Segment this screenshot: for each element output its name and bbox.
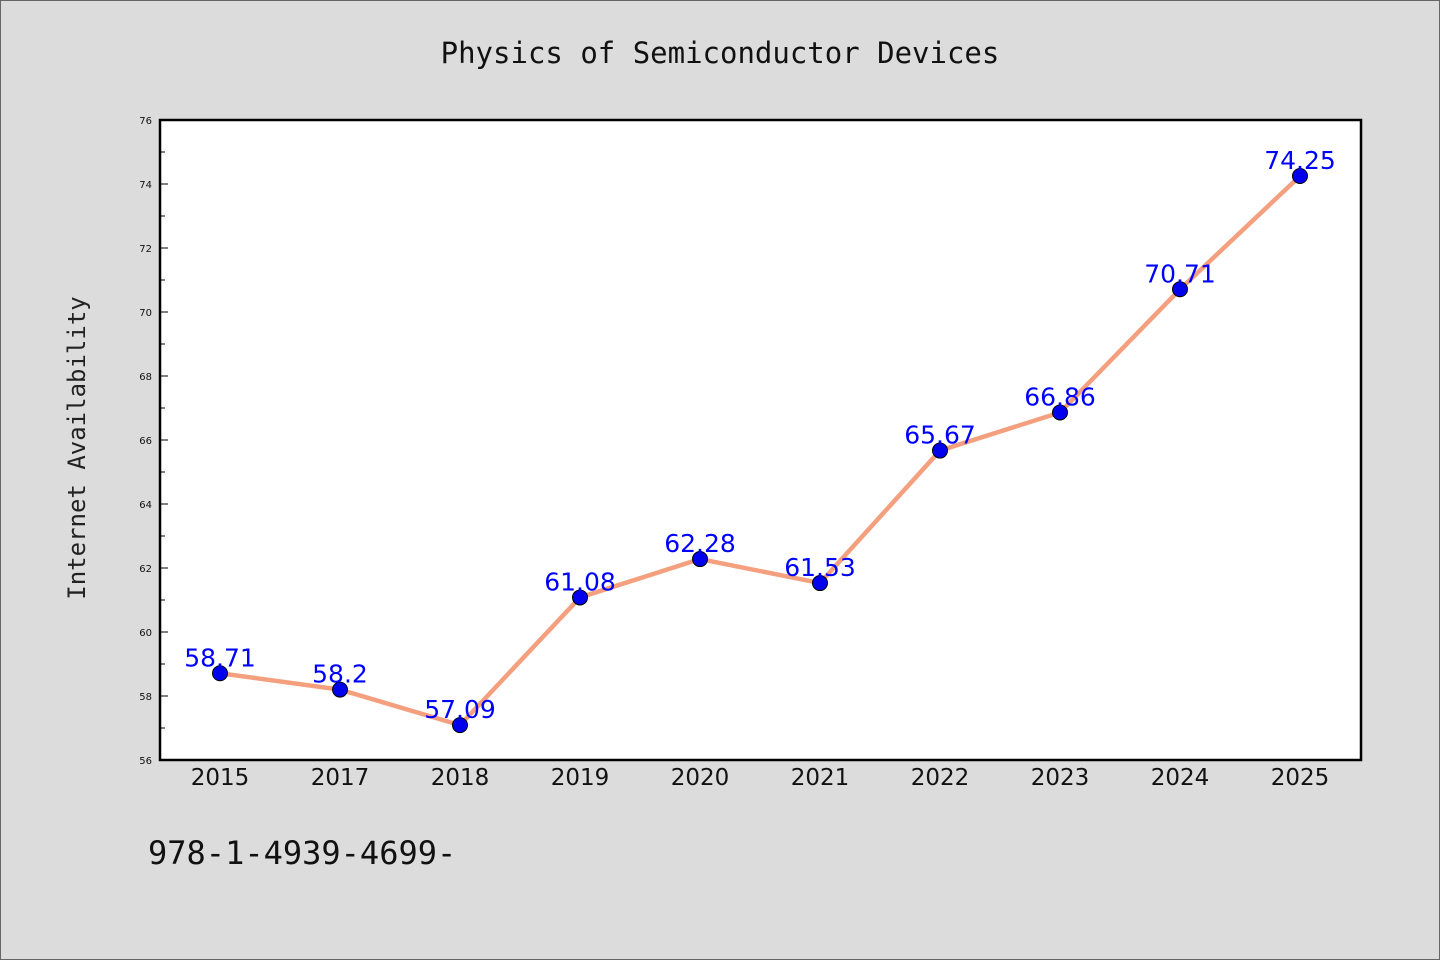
y-tick-label: 72 — [139, 244, 152, 255]
x-tick-label: 2022 — [911, 765, 970, 791]
y-tick-label: 66 — [139, 436, 152, 447]
data-point — [332, 681, 348, 698]
x-axis: 2015 2017 2018 2019 2020 2021 2022 2023 2024 2025 — [191, 765, 1330, 791]
data-label: 66.86 — [1024, 382, 1096, 411]
x-tick-label: 2020 — [671, 765, 730, 791]
y-tick-label: 70 — [139, 308, 152, 319]
x-tick-label: 2024 — [1151, 765, 1210, 791]
data-label: 70.71 — [1144, 259, 1216, 288]
data-point — [212, 665, 228, 682]
chart-title: Physics of Semiconductor Devices — [441, 36, 1000, 70]
data-label: 62.28 — [664, 529, 736, 558]
data-label: 61.53 — [784, 553, 856, 582]
x-tick-label: 2015 — [191, 765, 250, 791]
data-label: 58.71 — [184, 643, 256, 672]
x-tick-label: 2023 — [1031, 765, 1090, 791]
y-tick-label: 64 — [139, 500, 152, 511]
x-tick-label: 2017 — [311, 765, 370, 791]
y-axis-label: Internet Availability — [63, 296, 91, 599]
plot-area — [158, 118, 1363, 762]
data-point — [1052, 404, 1068, 421]
data-labels: 58.71 58.2 57.09 61.08 62.28 61.53 65.67 66.86 7… — [184, 146, 1336, 724]
series-line — [217, 173, 1303, 728]
data-point — [1172, 281, 1188, 298]
data-point — [692, 551, 708, 568]
data-label: 58.2 — [312, 660, 368, 689]
y-tick-label: 68 — [139, 372, 152, 383]
y-tick-label: 76 — [139, 116, 152, 127]
y-tick-label: 62 — [139, 564, 152, 575]
x-tick-label: 2019 — [551, 765, 610, 791]
data-point — [1292, 168, 1308, 184]
y-tick-label: 56 — [139, 756, 152, 767]
data-label: 65.67 — [904, 421, 976, 450]
x-tick-label: 2018 — [431, 765, 490, 791]
data-label: 74.25 — [1264, 146, 1336, 175]
series-points — [212, 168, 1308, 734]
x-tick-label: 2021 — [791, 765, 850, 791]
y-tick-label: 74 — [139, 180, 152, 191]
data-point — [452, 717, 468, 734]
y-axis: 56 58 60 62 64 66 68 70 72 74 76 — [139, 116, 168, 767]
data-point — [812, 575, 828, 592]
data-label: 57.09 — [424, 695, 496, 724]
x-tick-label: 2025 — [1271, 765, 1330, 791]
y-tick-label: 60 — [139, 628, 152, 639]
data-label: 61.08 — [544, 567, 616, 596]
isbn-text: 978-1-4939-4699- — [148, 834, 456, 872]
y-tick-label: 58 — [139, 692, 152, 703]
data-point — [572, 589, 588, 606]
data-point — [932, 442, 948, 459]
